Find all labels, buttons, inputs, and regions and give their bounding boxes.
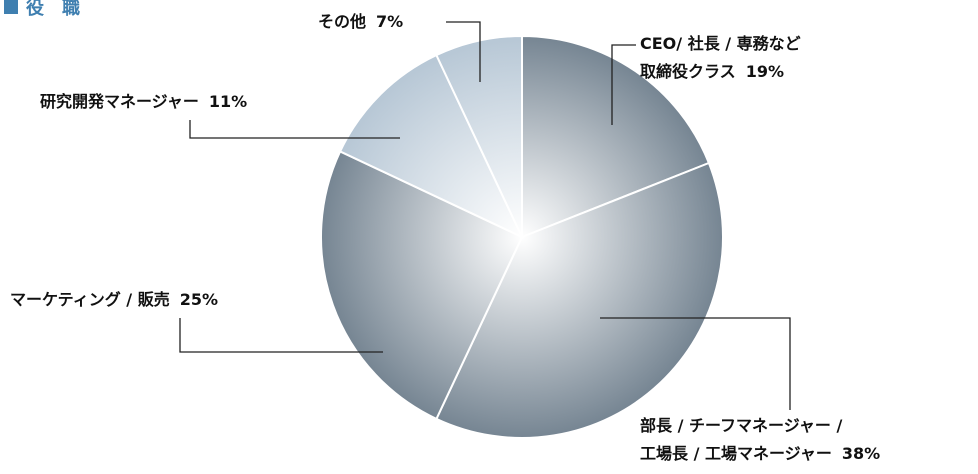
pie-slice <box>435 161 724 439</box>
chart-title: 役 職 <box>4 0 80 20</box>
category-label: 部長 / チーフマネージャー / 工場長 / 工場マネージャー <box>640 416 843 463</box>
slice-label: 研究開発マネージャー 11% <box>40 88 247 116</box>
category-label: 研究開発マネージャー <box>40 92 199 111</box>
category-label: CEO/ 社長 / 専務など 取締役クラス <box>640 34 801 81</box>
value-label: 7% <box>376 12 404 31</box>
leader-line <box>189 120 400 139</box>
leader-line <box>600 317 791 410</box>
pie-slice <box>338 53 525 240</box>
value-label: 19% <box>745 62 784 81</box>
category-label: マーケティング / 販売 <box>10 290 170 309</box>
value-label: 25% <box>179 290 219 309</box>
slice-label: CEO/ 社長 / 専務など 取締役クラス 19% <box>640 30 801 86</box>
leader-line <box>611 44 636 125</box>
pie-slice <box>521 34 711 239</box>
leader-line <box>179 318 383 353</box>
category-label: その他 <box>318 12 367 31</box>
pie-slice <box>435 34 523 238</box>
leader-line <box>446 21 481 82</box>
slice-label: マーケティング / 販売 25% <box>10 286 218 314</box>
value-label: 11% <box>208 92 248 111</box>
slice-label: 部長 / チーフマネージャー / 工場長 / 工場マネージャー 38% <box>640 412 880 468</box>
value-label: 38% <box>841 444 881 463</box>
slice-label: その他 7% <box>318 8 403 36</box>
